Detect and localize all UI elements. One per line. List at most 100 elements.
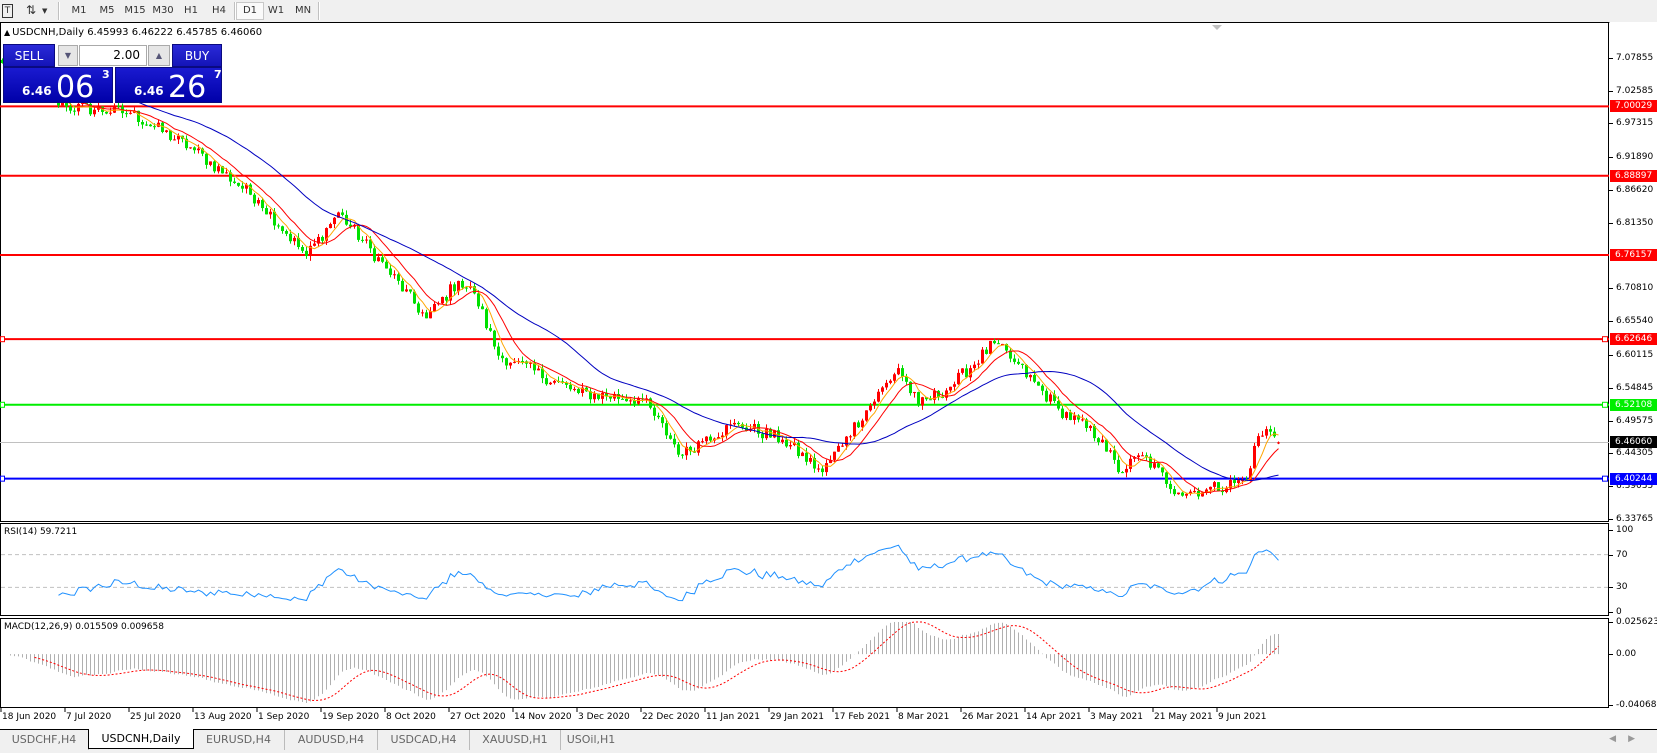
candle-bull [921, 397, 924, 406]
level-handle [1602, 336, 1608, 343]
level-price-label: 6.76157 [1610, 249, 1657, 262]
buy-price[interactable]: 6.46 26 7 [115, 67, 222, 104]
candle-bull [973, 364, 976, 369]
timeframe-m1[interactable]: M1 [71, 5, 87, 16]
tab-audusd-h4[interactable]: AUDUSD,H4 [285, 730, 378, 750]
tab-xauusd-h1[interactable]: XAUUSD,H1 [470, 730, 561, 750]
candle-bear [1085, 419, 1088, 429]
candle-bull [793, 442, 796, 446]
line-tools-icon[interactable]: ⇅ [26, 3, 37, 17]
date-label: 7 Jul 2020 [66, 712, 112, 722]
collapse-triangle-icon[interactable]: ▲ [4, 28, 11, 37]
candle-bull [61, 102, 64, 106]
lot-size-input[interactable]: 2.00 [79, 45, 147, 66]
candle-bull [293, 237, 296, 242]
candle-bull [685, 446, 688, 456]
candle-bear [985, 349, 988, 354]
candle-bear [741, 424, 744, 428]
sell-price-pips: 06 [56, 70, 95, 105]
candle-bull [189, 147, 192, 149]
candle-bear [521, 360, 524, 362]
candle-bull [933, 390, 936, 400]
current-price-label: 6.46060 [1610, 436, 1657, 449]
sell-price[interactable]: 6.46 06 3 [3, 67, 113, 105]
price-label: 6.86620 [1616, 184, 1654, 195]
tab-eurusd-h4[interactable]: EURUSD,H4 [193, 730, 285, 750]
sell-button[interactable]: SELL [3, 44, 55, 67]
candle-bull [1137, 455, 1140, 458]
candle-bull [109, 112, 112, 114]
timeframe-d1[interactable]: D1 [236, 2, 264, 20]
candle-bear [385, 261, 388, 269]
dropdown-arrow-icon[interactable]: ▼ [42, 7, 48, 15]
candle-bull [1277, 442, 1280, 444]
moving-average-line [38, 73, 1279, 494]
price-label: 7.07855 [1616, 52, 1654, 63]
candle-bull [889, 380, 892, 383]
price-label: 6.33765 [1616, 514, 1654, 524]
tab-usdcad-h4[interactable]: USDCAD,H4 [378, 730, 470, 750]
price-label: 6.54845 [1616, 382, 1654, 393]
candle-bear [397, 274, 400, 281]
timeframe-mn[interactable]: MN [294, 5, 312, 16]
candle-bull [581, 387, 584, 394]
candle-bear [381, 257, 384, 262]
date-label: 1 Sep 2020 [258, 712, 310, 722]
candle-bull [957, 372, 960, 385]
candle-bear [497, 346, 500, 356]
candle-bear [1061, 408, 1064, 418]
level-price-label: 6.40244 [1610, 472, 1657, 485]
candle-bull [1257, 436, 1260, 446]
price-tick [1609, 57, 1613, 59]
candle-bull [337, 212, 340, 218]
price-tick [1609, 288, 1613, 290]
candle-bull [885, 382, 888, 388]
candle-bear [709, 436, 712, 441]
candle-bull [801, 452, 804, 457]
candle-bull [1241, 480, 1244, 482]
timeframe-m5[interactable]: M5 [99, 5, 115, 16]
candle-bull [593, 393, 596, 400]
timeframe-w1[interactable]: W1 [267, 5, 285, 16]
tab-usdchf-h4[interactable]: USDCHF,H4 [0, 730, 89, 750]
candle-bear [141, 121, 144, 125]
candle-bull [405, 289, 408, 292]
tab-scroll-arrows[interactable]: ◀▶ [1609, 734, 1647, 744]
timeframe-h4[interactable]: H4 [212, 5, 226, 16]
candle-bear [1021, 363, 1024, 365]
tab-usoil-h1[interactable]: USOil,H1 [566, 733, 616, 746]
timeframe-h1[interactable]: H1 [184, 5, 198, 16]
candle-bull [209, 161, 212, 165]
text-tool-icon[interactable]: T [2, 4, 13, 18]
chart-canvas[interactable] [0, 0, 1610, 730]
candle-bear [1145, 455, 1148, 457]
lot-decrease-button[interactable]: ▼ [58, 45, 78, 66]
date-label: 21 May 2021 [1154, 712, 1213, 722]
buy-button[interactable]: BUY [172, 44, 222, 67]
sell-price-prefix: 6.46 [22, 84, 52, 98]
candle-bull [781, 439, 784, 443]
date-label: 13 Aug 2020 [194, 712, 252, 722]
candle-bear [665, 423, 668, 436]
candle-bear [909, 381, 912, 394]
lot-increase-button[interactable]: ▲ [148, 45, 170, 66]
candle-bear [1173, 489, 1176, 495]
candle-bear [137, 110, 140, 122]
arrow-left-icon[interactable]: ◀ [1609, 734, 1629, 744]
timeframe-m15[interactable]: M15 [124, 5, 146, 16]
timeframe-m30[interactable]: M30 [152, 5, 174, 16]
candle-bull [1125, 468, 1128, 473]
candle-bull [1209, 486, 1212, 490]
candle-bear [653, 407, 656, 416]
candle-bear [597, 393, 600, 399]
tab-usdcnh-daily[interactable]: USDCNH,Daily [88, 729, 194, 749]
candle-bear [797, 442, 800, 457]
candle-bull [269, 211, 272, 215]
candle-bull [873, 401, 876, 406]
candle-bear [341, 212, 344, 215]
macd-panel-frame [0, 618, 1609, 708]
candle-bull [961, 368, 964, 373]
arrow-right-icon[interactable]: ▶ [1628, 734, 1647, 744]
candle-bear [769, 428, 772, 438]
candle-bull [705, 436, 708, 442]
